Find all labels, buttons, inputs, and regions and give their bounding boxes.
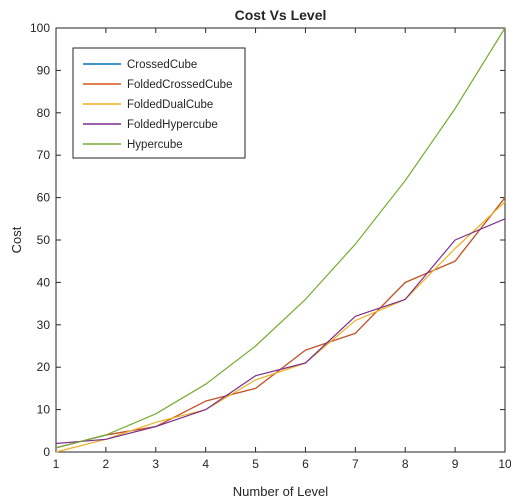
- legend-entry: FoldedDualCube: [127, 99, 213, 111]
- x-tick-label: 6: [302, 457, 309, 471]
- y-tick-label: 70: [37, 148, 51, 162]
- series-line-hypercube: [55, 27, 506, 449]
- series-line-foldeddualcube: [55, 201, 506, 453]
- x-axis-label: Number of Level: [233, 484, 328, 499]
- x-tick-label: 9: [452, 457, 459, 471]
- y-tick-label: 20: [37, 360, 51, 374]
- y-tick-label: 80: [37, 106, 51, 120]
- y-tick-label: 50: [37, 233, 51, 247]
- y-tick-label: 100: [30, 21, 50, 35]
- x-tick-label: 2: [103, 457, 110, 471]
- legend-entry: FoldedCrossedCube: [127, 79, 232, 91]
- y-tick-label: 90: [37, 63, 51, 77]
- y-tick-label: 40: [37, 275, 51, 289]
- legend-entry: CrossedCube: [127, 59, 197, 71]
- x-tick-label: 1: [53, 457, 60, 471]
- legend-entry: Hypercube: [127, 139, 183, 151]
- y-tick-label: 0: [43, 445, 50, 459]
- legend: CrossedCube FoldedCrossedCube FoldedDualCu…: [72, 47, 246, 159]
- x-tick-label: 10: [498, 457, 511, 471]
- x-tick-label: 7: [352, 457, 359, 471]
- y-tick-label: 60: [37, 191, 51, 205]
- x-tick-label: 3: [152, 457, 159, 471]
- y-tick-label: 30: [37, 318, 51, 332]
- series-line-foldedhypercube: [55, 218, 506, 445]
- chart-title: Cost Vs Level: [235, 7, 327, 23]
- x-tick-label: 8: [402, 457, 409, 471]
- x-tick-label: 5: [252, 457, 259, 471]
- series-lines: [55, 27, 506, 453]
- y-axis-label: Cost: [9, 226, 24, 253]
- legend-entry: FoldedHypercube: [127, 119, 218, 131]
- x-tick-label: 4: [202, 457, 209, 471]
- legend-box: [72, 47, 246, 159]
- y-tick-label: 10: [37, 403, 51, 417]
